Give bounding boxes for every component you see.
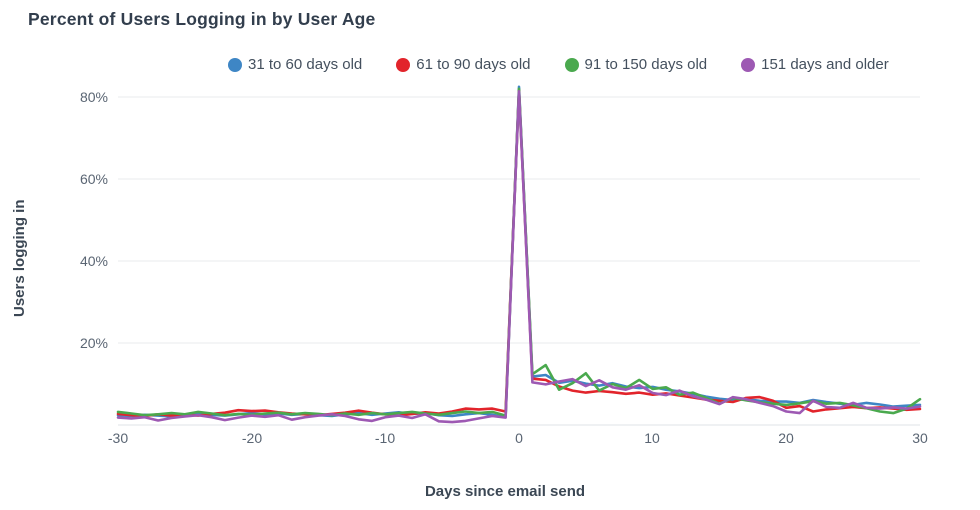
legend-dot-icon — [564, 57, 579, 72]
legend-label: 61 to 90 days old — [416, 56, 531, 73]
legend-dot-icon — [741, 57, 756, 72]
x-tick-neg20: -20 — [241, 430, 263, 446]
legend-label: 151 days and older — [761, 56, 889, 73]
legend-dot-icon — [396, 57, 411, 72]
legend-label: 91 to 150 days old — [584, 56, 708, 73]
series-line-1[interactable] — [116, 85, 922, 419]
series-line-2[interactable] — [116, 89, 922, 418]
x-tick-20: 20 — [778, 430, 794, 446]
x-tick-30: 30 — [912, 430, 928, 446]
x-tick-neg30: -30 — [107, 430, 129, 446]
legend-item-31-to-60[interactable]: 31 to 60 days old — [228, 56, 362, 73]
legend-item-61-to-90[interactable]: 61 to 90 days old — [396, 56, 531, 73]
legend-item-151-and-older[interactable]: 151 days and older — [741, 56, 889, 73]
legend-dot-icon — [228, 57, 242, 72]
y-tick-80: 80% — [79, 89, 108, 105]
x-tick-0: 0 — [515, 430, 523, 446]
x-tick-10: 10 — [644, 430, 660, 446]
series-line-3[interactable] — [116, 87, 922, 417]
legend-label: 31 to 60 days old — [248, 56, 363, 73]
legend-item-91-to-150[interactable]: 91 to 150 days old — [564, 56, 708, 73]
x-tick-neg10: -10 — [374, 430, 396, 446]
legend: 31 to 60 days old 61 to 90 days old 91 t… — [228, 56, 889, 73]
y-tick-60: 60% — [79, 171, 108, 187]
y-tick-20: 20% — [79, 335, 108, 351]
y-tick-40: 40% — [79, 253, 108, 269]
series-line-4[interactable] — [116, 90, 922, 424]
chart-title: Percent of Users Logging in by User Age — [28, 9, 376, 29]
x-axis-title: Days since email send — [424, 483, 586, 500]
